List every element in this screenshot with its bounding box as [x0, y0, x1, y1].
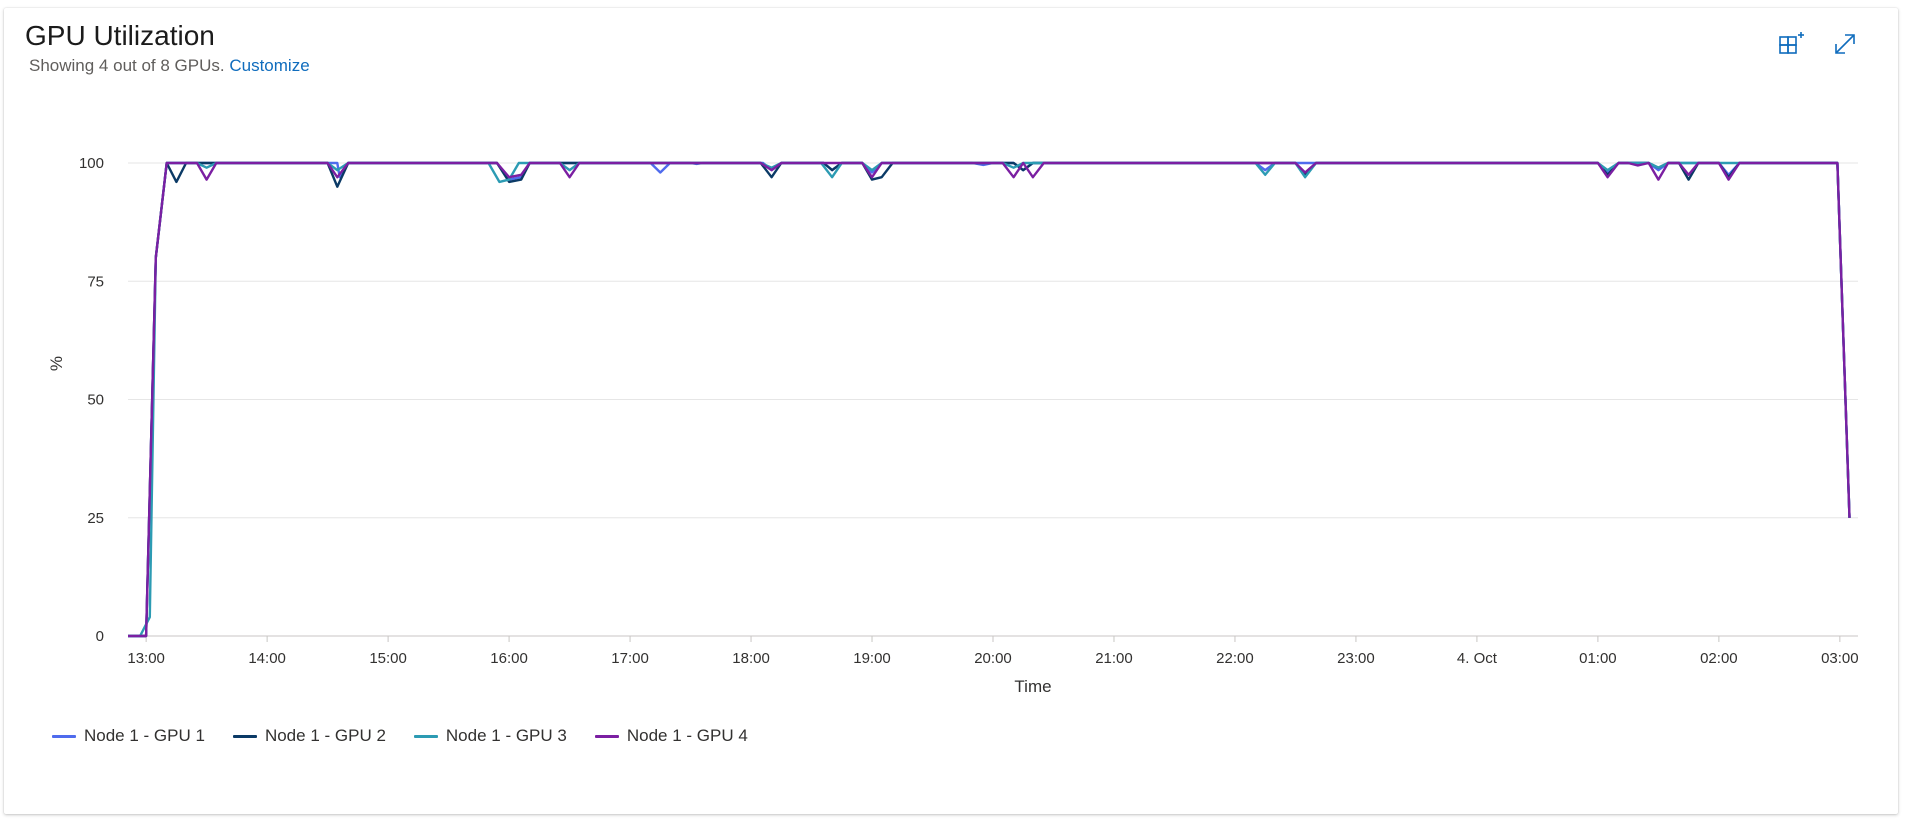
x-tick-label: 14:00	[248, 650, 286, 667]
legend-item-gpu-3[interactable]: Node 1 - GPU 3	[413, 726, 567, 746]
chart-subtitle: Showing 4 out of 8 GPUs. Customize	[29, 56, 310, 76]
gridlines	[128, 162, 1858, 637]
legend-label: Node 1 - GPU 2	[264, 726, 386, 745]
x-tick-label: 13:00	[127, 650, 165, 667]
y-tick-label: 50	[87, 392, 104, 409]
legend-item-gpu-4[interactable]: Node 1 - GPU 4	[594, 726, 748, 746]
chart-legend: Node 1 - GPU 1 Node 1 - GPU 2 Node 1 - GPU…	[52, 726, 748, 746]
legend-swatch	[52, 734, 76, 738]
x-tick-label: 01:00	[1579, 650, 1617, 667]
series-line-gpu-4[interactable]	[128, 161, 1851, 638]
y-tick-label: 75	[87, 273, 104, 290]
legend-item-gpu-2[interactable]: Node 1 - GPU 2	[232, 726, 386, 746]
legend-swatch	[413, 734, 438, 738]
pin-to-dashboard-button[interactable]	[1775, 28, 1807, 60]
x-tick-label: 21:00	[1095, 650, 1133, 667]
x-axis-ticks: 13:00 14:00 15:00 16:00 17:00 18:00 19:00 20:00…	[127, 636, 1859, 667]
x-tick-label: 20:00	[974, 650, 1012, 667]
chart-title: GPU Utilization	[25, 20, 215, 51]
legend-swatch	[232, 734, 257, 738]
y-axis-label: %	[47, 356, 66, 371]
x-axis-label: Time	[1014, 677, 1051, 696]
x-tick-label: 23:00	[1337, 650, 1375, 667]
x-tick-label: 18:00	[732, 650, 770, 667]
series-lines	[128, 161, 1851, 638]
y-axis-ticks: 0 25 50 75 100	[79, 155, 104, 645]
y-tick-label: 25	[87, 510, 104, 527]
x-tick-label: 19:00	[853, 650, 891, 667]
legend-item-gpu-1[interactable]: Node 1 - GPU 1	[52, 726, 205, 746]
x-tick-label: 4. Oct	[1457, 650, 1498, 667]
x-tick-label: 03:00	[1821, 650, 1859, 667]
pin-to-dashboard-icon	[1779, 32, 1804, 54]
chart-toolbar	[1775, 28, 1861, 60]
gpu-utilization-line-chart: 0 25 50 75 100 13:00 14:00 15:00 16:00 17:00 18:0…	[47, 155, 1859, 696]
x-tick-label: 16:00	[490, 650, 528, 667]
legend-label: Node 1 - GPU 3	[445, 726, 567, 745]
legend-swatch	[594, 734, 619, 738]
x-tick-label: 02:00	[1700, 650, 1738, 667]
gpu-utilization-card	[4, 8, 1898, 814]
gpu-count-text: Showing 4 out of 8 GPUs.	[29, 56, 225, 75]
legend-label: Node 1 - GPU 1	[84, 726, 205, 745]
expand-icon	[1835, 34, 1855, 54]
expand-button[interactable]	[1829, 28, 1861, 60]
y-tick-label: 100	[79, 155, 104, 172]
x-tick-label: 15:00	[369, 650, 407, 667]
x-tick-label: 22:00	[1216, 650, 1254, 667]
legend-label: Node 1 - GPU 4	[626, 726, 748, 745]
customize-link[interactable]: Customize	[229, 56, 310, 75]
y-tick-label: 0	[96, 628, 104, 645]
x-tick-label: 17:00	[611, 650, 649, 667]
